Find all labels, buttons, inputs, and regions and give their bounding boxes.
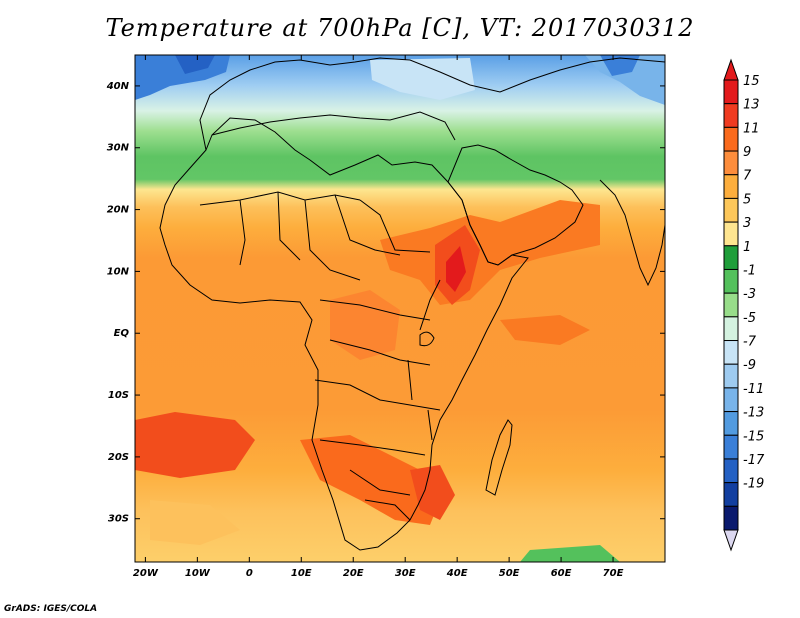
colorbar-label: -7 [743, 335, 757, 350]
lon-tick-label: 20E [343, 568, 364, 579]
colorbar-swatch [723, 387, 739, 413]
internal-borders [199, 191, 441, 521]
colorbar-label: 9 [743, 145, 751, 160]
colorbar-label: -3 [743, 287, 756, 302]
colorbar-swatch [723, 268, 739, 294]
colorbar-label: 15 [743, 74, 760, 89]
colorbar-label: -1 [743, 263, 756, 278]
colorbar-swatch [723, 505, 739, 531]
colorbar-label: 13 [743, 98, 760, 113]
credit-label: GrADS: IGES/COLA [4, 604, 98, 614]
colorbar-swatch [723, 174, 739, 199]
colorbar-swatch [723, 245, 739, 270]
colorbar-label: -5 [743, 311, 756, 326]
lat-tick-label: 20S [108, 452, 129, 463]
colorbar-swatch [723, 150, 739, 176]
lake-tanganyika [407, 359, 413, 401]
colorbar-swatch [723, 458, 739, 484]
coastlines-borders [159, 57, 665, 551]
colorbar-label: -19 [743, 477, 764, 492]
colorbar-label: 5 [743, 192, 751, 207]
colorbar-label: -17 [743, 453, 765, 468]
colorbar-label: 7 [743, 169, 752, 184]
colorbar-top-arrow [723, 58, 739, 81]
colorbar-swatch [723, 482, 739, 507]
madagascar-outline [485, 419, 513, 496]
colorbar-swatch [723, 103, 739, 128]
colorbar-swatch [723, 79, 739, 105]
lake-victoria [419, 331, 435, 347]
arabia-outline [447, 144, 584, 266]
colorbar-swatch [723, 340, 739, 365]
colorbar-swatch [723, 292, 739, 318]
lat-tick-label: 10S [108, 390, 129, 401]
colorbar-label: 1 [743, 240, 751, 255]
lat-tick-label: 30S [108, 514, 129, 525]
colorbar-label: -9 [743, 358, 756, 373]
lat-tick-label: EQ [114, 328, 130, 339]
lat-tick-label: 10N [107, 266, 130, 277]
lon-tick-label: 30E [395, 568, 416, 579]
colorbar-swatch [723, 363, 739, 389]
africa-coastline [159, 117, 529, 551]
lon-tick-label: 70E [603, 568, 624, 579]
colorbar-label: -11 [743, 382, 764, 397]
lat-tick-label: 40N [106, 81, 130, 92]
lon-tick-label: 0 [246, 568, 253, 579]
lon-tick-label: 10E [291, 568, 312, 579]
lon-tick-label: 40E [446, 568, 468, 579]
colorbar-bottom-arrow [723, 529, 739, 552]
lon-tick-label: 10W [185, 568, 211, 579]
colorbar-swatch [723, 411, 739, 436]
colorbar-swatch [723, 316, 739, 342]
plot-frame [134, 54, 666, 563]
colorbar-swatch [723, 126, 739, 152]
mediterranean-coast [211, 111, 456, 141]
colorbar-label: -15 [743, 429, 764, 444]
colorbar-label: 3 [743, 216, 751, 231]
lat-tick-label: 20N [107, 205, 130, 216]
lat-tick-label: 30N [107, 143, 130, 154]
colorbar-swatch [723, 197, 739, 223]
lake-malawi [427, 409, 433, 441]
europe-coast [199, 57, 665, 151]
colorbar-label: 11 [743, 121, 760, 136]
lon-tick-label: 50E [499, 568, 520, 579]
india-outline [599, 179, 665, 287]
lon-tick-label: 60E [551, 568, 572, 579]
lon-tick-label: 20W [133, 568, 159, 579]
colorbar-swatch [723, 434, 739, 460]
colorbar-label: -13 [743, 406, 764, 421]
colorbar-swatch [723, 221, 739, 247]
chart-title: Temperature at 700hPa [C], VT: 201703031… [105, 14, 695, 42]
temperature-field [135, 55, 665, 562]
